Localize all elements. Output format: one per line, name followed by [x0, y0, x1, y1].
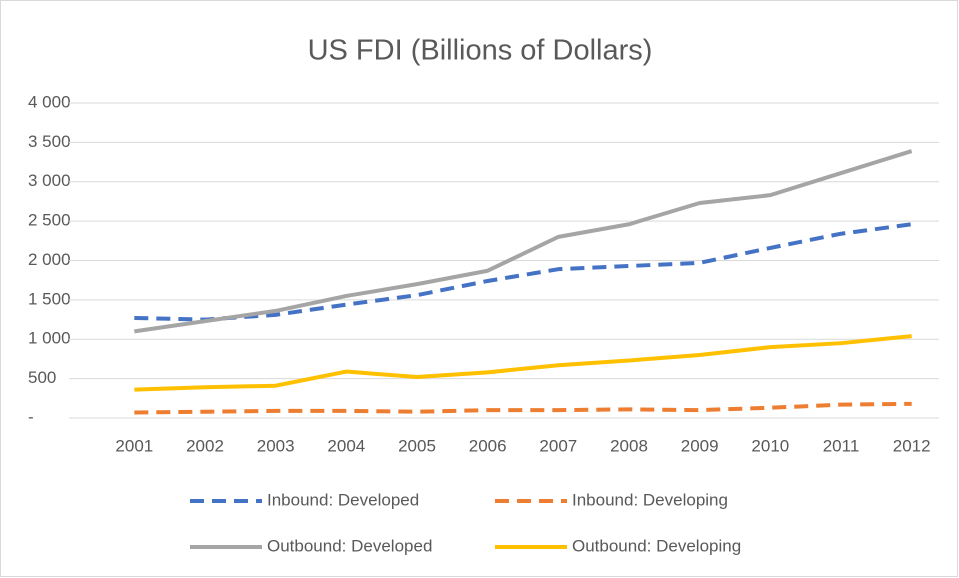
chart-title: US FDI (Billions of Dollars): [308, 35, 653, 67]
legend-label: Outbound: Developing: [572, 536, 741, 555]
y-tick-label: 1 500: [28, 289, 71, 308]
y-tick-label: 1 000: [28, 329, 71, 348]
y-tick-label: 2 500: [28, 211, 71, 230]
line-series: [134, 334, 912, 392]
line-series: [134, 401, 912, 415]
legend-label: Inbound: Developed: [267, 490, 419, 509]
x-tick-label: 2003: [257, 436, 295, 455]
x-tick-label: 2001: [115, 436, 153, 455]
x-tick-label: 2012: [893, 436, 931, 455]
x-tick-label: 2007: [539, 436, 577, 455]
x-tick-label: 2008: [610, 436, 648, 455]
x-tick-label: 2005: [398, 436, 436, 455]
y-tick-label: -: [28, 407, 34, 426]
y-tick-label: 3 000: [28, 171, 71, 190]
x-tick-label: 2004: [327, 436, 365, 455]
y-tick-label: 4 000: [28, 92, 71, 111]
line-series: [134, 149, 913, 334]
y-tick-label: 3 500: [28, 132, 71, 151]
legend-label: Outbound: Developed: [267, 536, 432, 555]
legend-label: Inbound: Developing: [572, 490, 728, 509]
x-tick-label: 2010: [751, 436, 789, 455]
x-tick-label: 2002: [186, 436, 224, 455]
x-tick-label: 2006: [469, 436, 507, 455]
y-tick-label: 2 000: [28, 250, 71, 269]
y-tick-label: 500: [28, 368, 56, 387]
x-tick-label: 2011: [823, 436, 860, 455]
x-tick-label: 2009: [681, 436, 719, 455]
